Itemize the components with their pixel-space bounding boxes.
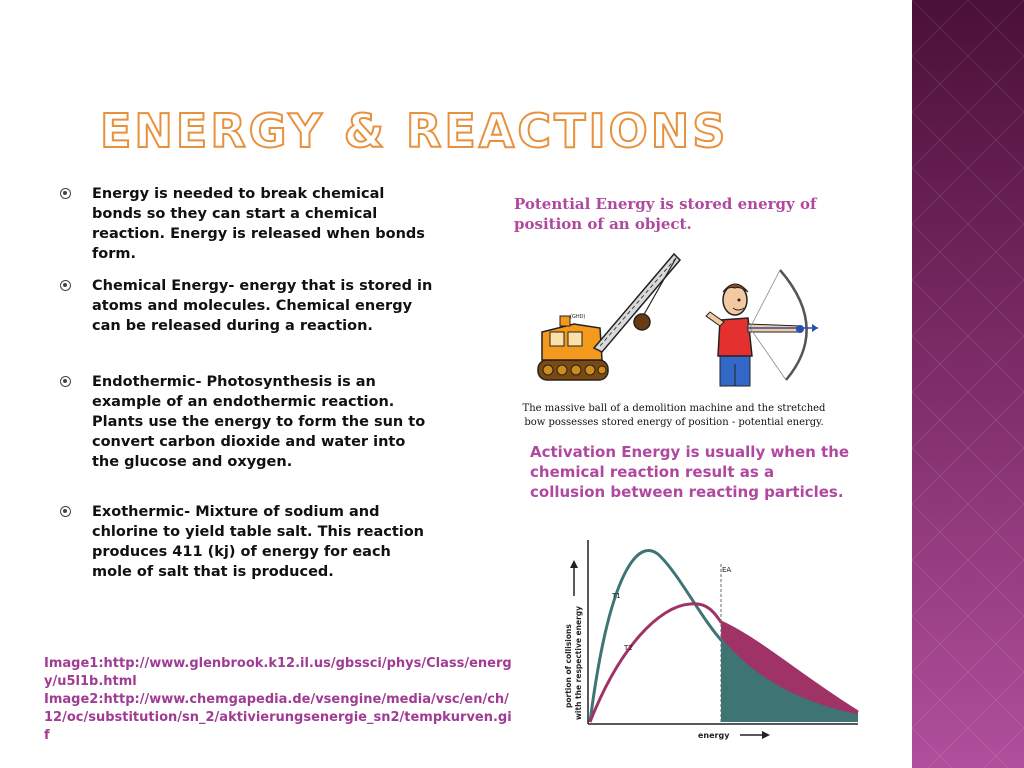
bullet-text: Chemical Energy- energy that is stored i… — [92, 278, 433, 334]
source-link-1[interactable]: Image1:http://www.glenbrook.k12.il.us/gb… — [44, 656, 512, 689]
activation-energy-heading: Activation Energy is usually when the ch… — [530, 443, 850, 501]
bullet-text: Exothermic- Mixture of sodium and chlori… — [92, 504, 425, 580]
source-link-2[interactable]: Image2:http://www.chemgapedia.de/vsengin… — [44, 692, 512, 743]
curve2-tail-fill — [721, 622, 858, 716]
x-axis-label: energy — [698, 731, 730, 740]
curve1-label: T1 — [611, 592, 621, 600]
svg-text:(GHD): (GHD) — [570, 314, 585, 320]
ea-label: EA — [722, 566, 731, 574]
bullet-icon — [60, 376, 71, 387]
curve-t1 — [588, 549, 859, 723]
bullet-text: Endothermic- Photosynthesis is an exampl… — [92, 374, 426, 470]
y-axis-label-line2: with the respective energy — [574, 606, 583, 720]
potential-energy-illustration: (GHD) — [537, 252, 818, 387]
curve-t2 — [588, 602, 859, 723]
image-sources: Image1:http://www.glenbrook.k12.il.us/gb… — [44, 655, 514, 745]
diamond-pattern — [912, 0, 1024, 768]
slide-title: Energy & Reactions — [99, 103, 729, 159]
energy-distribution-graph: T1 T2 EA energy portion of collisions wi… — [564, 540, 859, 740]
bullet-icon — [60, 188, 71, 199]
potential-energy-heading: Potential Energy is stored energy of pos… — [514, 195, 817, 233]
curve1-tail-fill — [721, 640, 858, 722]
y-arrow-icon — [570, 560, 578, 568]
illustration-caption: The massive ball of a demolition machine… — [522, 403, 826, 428]
bullet-icon — [60, 506, 71, 517]
x-arrow-icon — [762, 731, 770, 739]
bullet-icon — [60, 280, 71, 291]
curve2-label: T2 — [623, 644, 633, 652]
decorative-side-band — [912, 0, 1024, 768]
demolition-crane-icon: (GHD) — [537, 252, 682, 381]
bullet-text: Energy is needed to break chemical bonds… — [92, 186, 425, 262]
archer-with-bow-icon — [705, 269, 818, 387]
y-axis-label-line1: portion of collisions — [564, 624, 573, 708]
